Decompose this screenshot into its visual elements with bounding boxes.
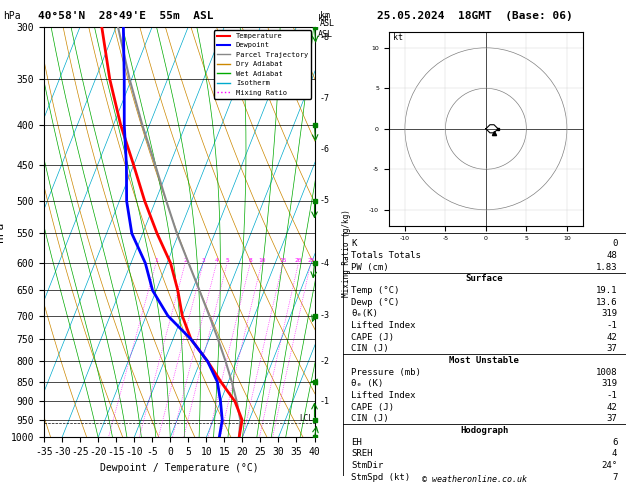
Text: 3: 3 [201, 258, 205, 263]
Text: km: km [320, 11, 330, 20]
Text: K: K [351, 240, 357, 248]
Text: 15: 15 [279, 258, 287, 263]
Text: -1: -1 [320, 397, 330, 406]
Text: EH: EH [351, 438, 362, 447]
Text: 4: 4 [214, 258, 218, 263]
Text: 25.05.2024  18GMT  (Base: 06): 25.05.2024 18GMT (Base: 06) [377, 11, 573, 21]
Text: 1: 1 [154, 258, 158, 263]
Text: 7: 7 [612, 473, 617, 482]
Text: 13.6: 13.6 [596, 298, 617, 307]
Text: -1: -1 [606, 321, 617, 330]
Text: Surface: Surface [465, 274, 503, 283]
Text: 1.83: 1.83 [596, 262, 617, 272]
Text: 2: 2 [183, 258, 187, 263]
Text: 19.1: 19.1 [596, 286, 617, 295]
Text: -2: -2 [320, 357, 330, 366]
Text: -4: -4 [320, 259, 330, 268]
Text: CIN (J): CIN (J) [351, 415, 389, 423]
Text: Lifted Index: Lifted Index [351, 321, 416, 330]
Text: Hodograph: Hodograph [460, 426, 508, 435]
Text: 8: 8 [248, 258, 252, 263]
Text: 319: 319 [601, 380, 617, 388]
Text: StmSpd (kt): StmSpd (kt) [351, 473, 410, 482]
Text: -3: -3 [320, 311, 330, 320]
Text: 10: 10 [258, 258, 265, 263]
Text: 5: 5 [225, 258, 229, 263]
Legend: Temperature, Dewpoint, Parcel Trajectory, Dry Adiabat, Wet Adiabat, Isotherm, Mi: Temperature, Dewpoint, Parcel Trajectory… [214, 30, 311, 99]
Text: Most Unstable: Most Unstable [449, 356, 520, 365]
Y-axis label: hPa: hPa [0, 222, 5, 242]
Text: StmDir: StmDir [351, 461, 384, 470]
Text: PW (cm): PW (cm) [351, 262, 389, 272]
Text: ASL: ASL [320, 19, 335, 29]
Text: -1: -1 [606, 391, 617, 400]
Text: 4: 4 [612, 450, 617, 458]
Text: 1008: 1008 [596, 368, 617, 377]
Text: 25: 25 [307, 258, 314, 263]
Text: 20: 20 [294, 258, 302, 263]
Text: kt: kt [392, 33, 403, 42]
Text: 24°: 24° [601, 461, 617, 470]
Text: 42: 42 [606, 333, 617, 342]
Text: CAPE (J): CAPE (J) [351, 333, 394, 342]
Text: -6: -6 [320, 145, 330, 154]
Text: ASL: ASL [318, 30, 333, 39]
Text: © weatheronline.co.uk: © weatheronline.co.uk [423, 474, 527, 484]
Text: θₑ(K): θₑ(K) [351, 310, 378, 318]
Text: hPa: hPa [3, 11, 21, 21]
Text: 319: 319 [601, 310, 617, 318]
Text: 6: 6 [612, 438, 617, 447]
Text: -8: -8 [320, 34, 330, 42]
Text: 37: 37 [606, 415, 617, 423]
Text: km: km [318, 14, 328, 23]
Text: 37: 37 [606, 345, 617, 353]
Text: CIN (J): CIN (J) [351, 345, 389, 353]
Text: Mixing Ratio (g/kg): Mixing Ratio (g/kg) [342, 208, 352, 296]
Text: SREH: SREH [351, 450, 373, 458]
Text: θₑ (K): θₑ (K) [351, 380, 384, 388]
Text: 0: 0 [612, 240, 617, 248]
X-axis label: Dewpoint / Temperature (°C): Dewpoint / Temperature (°C) [100, 463, 259, 473]
Text: Temp (°C): Temp (°C) [351, 286, 399, 295]
Text: Dewp (°C): Dewp (°C) [351, 298, 399, 307]
Text: 48: 48 [606, 251, 617, 260]
Text: -5: -5 [320, 196, 330, 206]
Text: 42: 42 [606, 403, 617, 412]
Text: Totals Totals: Totals Totals [351, 251, 421, 260]
Text: Pressure (mb): Pressure (mb) [351, 368, 421, 377]
Text: -7: -7 [320, 94, 330, 103]
Text: Lifted Index: Lifted Index [351, 391, 416, 400]
Text: 40°58'N  28°49'E  55m  ASL: 40°58'N 28°49'E 55m ASL [38, 11, 214, 21]
Text: LCL: LCL [299, 415, 313, 423]
Text: CAPE (J): CAPE (J) [351, 403, 394, 412]
